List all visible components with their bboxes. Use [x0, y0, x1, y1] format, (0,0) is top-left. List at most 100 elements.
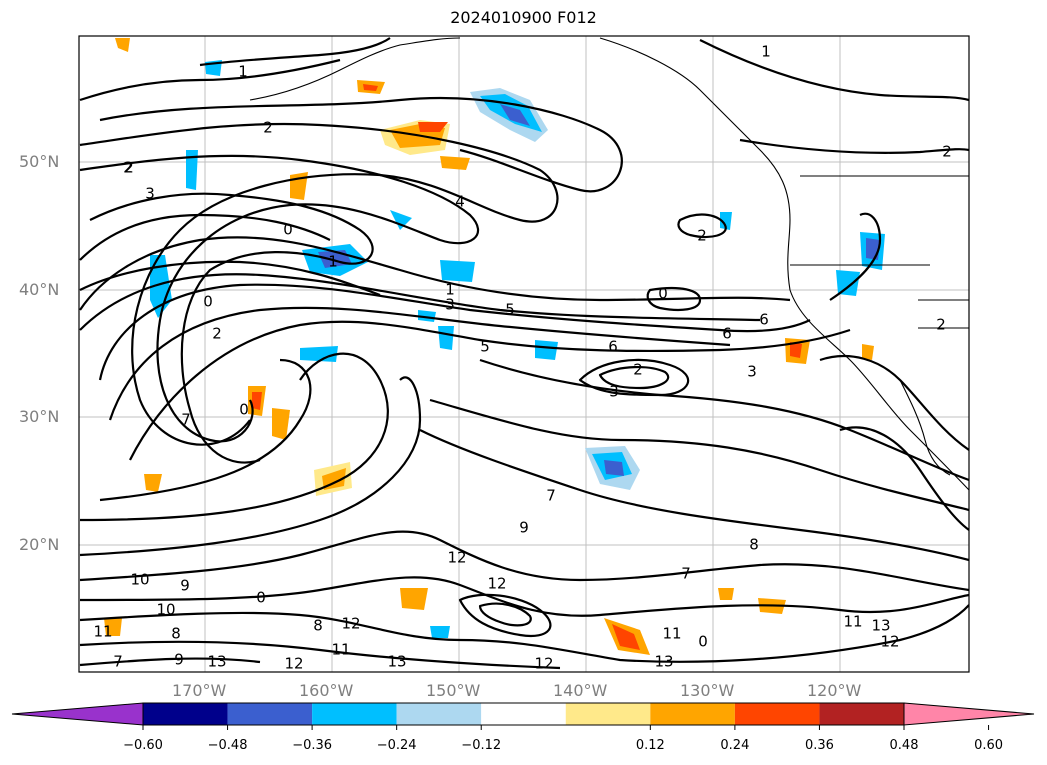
contour-lines [79, 37, 969, 670]
colorbar-segment [819, 703, 904, 725]
contour-label: 10 [130, 571, 149, 589]
contour-label: 3 [145, 185, 155, 203]
colorbar-segment [396, 703, 482, 725]
lat-label: 20°N [19, 535, 60, 554]
colorbar-frame [142, 702, 905, 726]
contour-label: 0 [658, 285, 668, 303]
contour-label: 11 [843, 613, 862, 631]
contour-label: 6 [759, 311, 769, 329]
colorbar-extend-low [11, 702, 144, 726]
contour-label: 9 [180, 577, 190, 595]
lat-label: 30°N [19, 407, 60, 426]
colorbar-tick-label: 0.12 [635, 738, 665, 753]
colorbar-tick-label: 0.36 [804, 738, 834, 753]
contour-label: 2 [263, 119, 273, 137]
contour-label: 5 [505, 301, 515, 319]
negative-anomaly [836, 270, 860, 296]
contour-label: 7 [546, 487, 556, 505]
contour-label: 11 [331, 641, 350, 659]
coastlines [249, 37, 969, 491]
contour-label: 3 [609, 383, 619, 401]
contour-label: 1 [328, 253, 338, 271]
positive-anomaly [862, 344, 874, 360]
lon-label: 120°W [807, 681, 862, 700]
lat-label: 40°N [19, 280, 60, 299]
positive-anomaly [104, 618, 122, 636]
positive-anomaly [400, 588, 428, 610]
negative-anomaly [438, 326, 454, 350]
contour-label: 2 [212, 325, 222, 343]
colorbar-segment [565, 703, 651, 725]
colorbar-tick-label: −0.36 [292, 738, 333, 753]
map-frame [78, 35, 970, 673]
positive-anomaly [440, 156, 470, 170]
contour-label: 2 [123, 159, 133, 177]
positive-anomaly [252, 392, 262, 410]
colorbar-tick-label: 0.48 [889, 738, 919, 753]
positive-anomaly [612, 624, 640, 650]
contour-label: 6 [722, 325, 732, 343]
colorbar-tick-label: −0.24 [376, 738, 417, 753]
contour-label: 12 [534, 655, 553, 673]
colorbar-tick-label: −0.48 [207, 738, 248, 753]
contour-label: 1 [238, 63, 248, 81]
contour-label: 10 [156, 601, 175, 619]
positive-anomaly [363, 84, 378, 91]
negative-anomaly [430, 626, 450, 638]
contour-label: 2 [124, 159, 134, 177]
contour-label: 0 [698, 633, 708, 651]
colorbar-segment [227, 703, 313, 725]
colorbar-tick-label: −0.60 [123, 738, 163, 753]
contour-label: 9 [174, 651, 184, 669]
colorbar-segment [143, 703, 228, 725]
positive-anomaly [115, 38, 130, 52]
contour-label: 0 [256, 589, 266, 607]
contour-label: 13 [207, 653, 226, 671]
lon-label: 160°W [299, 681, 354, 700]
negative-anomaly [720, 212, 732, 230]
contour-label: 2 [697, 227, 707, 245]
contour-label: 11 [662, 625, 681, 643]
contour-label: 3 [747, 363, 757, 381]
contour-label: 2 [633, 361, 643, 379]
contour-label: 13 [387, 653, 406, 671]
colorbar-extend-high [903, 702, 1035, 726]
colorbar-tick-label: 0.24 [720, 738, 750, 753]
positive-anomaly [272, 408, 290, 440]
negative-anomaly [535, 340, 558, 360]
contour-label: 6 [608, 338, 618, 356]
colorbar-segment [734, 703, 820, 725]
colorbar-segment [481, 703, 566, 725]
lat-label: 50°N [19, 152, 60, 171]
contour-label: 7 [181, 411, 191, 429]
negative-anomaly [390, 210, 412, 230]
contour-label: 5 [480, 338, 490, 356]
contour-label: 8 [171, 625, 181, 643]
contour-label: 13 [654, 653, 673, 671]
contour-label: 0 [203, 293, 213, 311]
negative-anomaly [440, 260, 475, 282]
colorbar-segment [312, 703, 397, 725]
lon-label: 140°W [553, 681, 608, 700]
positive-anomaly [418, 122, 448, 132]
contour-label: 2 [936, 316, 946, 334]
negative-anomaly [300, 346, 338, 362]
contour-label: 9 [519, 519, 529, 537]
contour-label: 1 [761, 43, 771, 61]
contour-label: 12 [487, 575, 506, 593]
contour-label: 0 [239, 401, 249, 419]
colorbar-tick-label: 0.60 [974, 738, 1004, 753]
contour-label: 12 [341, 615, 360, 633]
negative-anomaly [500, 104, 530, 126]
contour-label: 0 [283, 221, 293, 239]
positive-anomaly [144, 474, 162, 492]
contour-label: 7 [113, 653, 123, 671]
contour-label: 8 [749, 536, 759, 554]
positive-anomaly [790, 342, 802, 358]
positive-anomaly [718, 588, 734, 600]
negative-anomaly [186, 150, 198, 190]
contour-label: 11 [93, 623, 112, 641]
lon-label: 130°W [680, 681, 735, 700]
contour-label: 3 [445, 296, 455, 314]
